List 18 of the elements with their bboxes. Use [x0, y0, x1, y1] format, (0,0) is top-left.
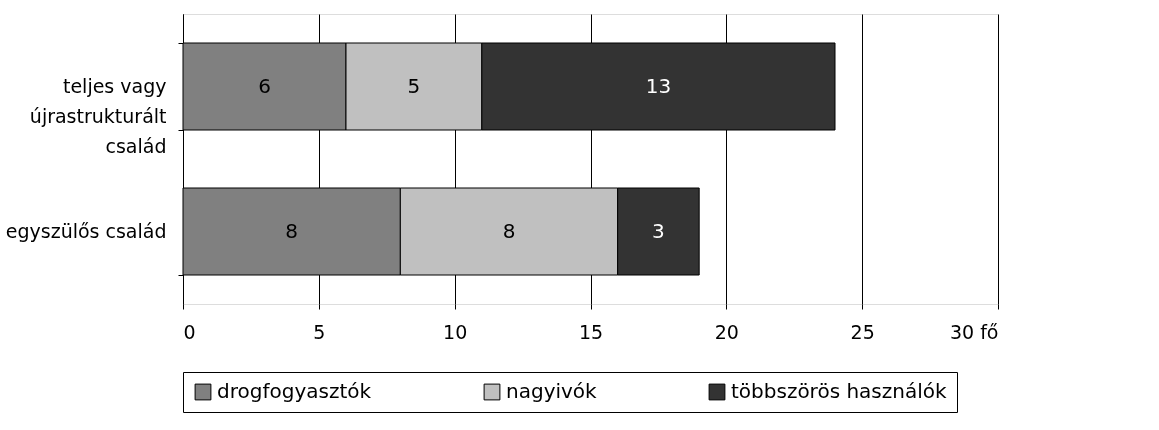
legend-label: drogfogyasztók	[217, 379, 372, 403]
x-tick-label: 0	[183, 320, 196, 343]
x-tick-label: 20	[714, 320, 739, 343]
data-label: 3	[652, 218, 665, 243]
x-tick-label: 25	[850, 320, 875, 343]
legend-label: nagyivók	[506, 379, 598, 403]
data-label: 8	[502, 218, 516, 243]
data-label: 5	[407, 73, 421, 98]
x-tick-label: 10	[443, 320, 468, 343]
data-label: 8	[285, 218, 299, 243]
x-tick-label: 15	[578, 320, 604, 343]
data-label: 6	[258, 73, 271, 98]
x-tick-label: 5	[313, 320, 326, 343]
y-tick-label: teljes vagy újrastrukturált család	[29, 75, 167, 157]
legend-label: többszörös használók	[731, 379, 947, 403]
x-tick-label: 30 fő	[949, 320, 999, 343]
data-label: 13	[645, 73, 672, 98]
y-tick-label: egyszülős család	[5, 220, 167, 242]
